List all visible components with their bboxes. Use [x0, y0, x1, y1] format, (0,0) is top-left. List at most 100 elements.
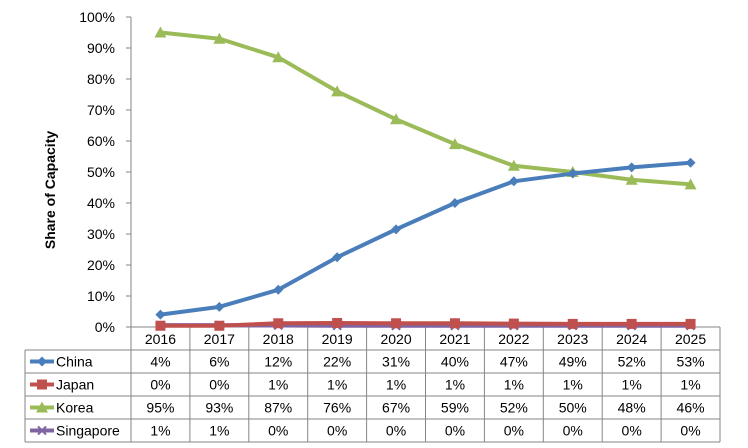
point [449, 318, 460, 329]
data-label: 49% [559, 354, 587, 370]
series-line [158, 320, 693, 328]
point [508, 318, 519, 329]
legend-label: Singapore [56, 423, 120, 439]
x-tick-label: 2019 [322, 331, 353, 347]
point [391, 318, 402, 329]
y-tick-label: 90% [87, 40, 115, 56]
table-row-japan: Japan 0% 0% 1% 1% 1% 1% 1% 1% 1% 1% [30, 377, 701, 393]
y-tick-label: 0% [95, 319, 115, 335]
point [449, 198, 460, 208]
legend-label: Japan [56, 377, 94, 393]
x-tick-label: 2017 [204, 331, 235, 347]
point [36, 401, 48, 413]
point [37, 379, 47, 390]
series-korea [154, 26, 697, 190]
y-tick-label: 100% [79, 9, 115, 25]
data-label: 53% [677, 354, 705, 370]
point [508, 176, 519, 187]
data-label: 1% [622, 377, 642, 393]
y-tick-label: 10% [87, 288, 115, 304]
point [567, 168, 578, 179]
point [214, 301, 225, 312]
point [272, 51, 285, 63]
data-label: 95% [146, 400, 174, 416]
y-axis-label: Share of Capacity [42, 131, 58, 249]
y-tick-label: 40% [87, 195, 115, 211]
legend-label: Korea [56, 400, 94, 416]
data-label: 87% [264, 400, 292, 416]
data-label: 0% [622, 423, 642, 439]
data-label: 0% [445, 423, 465, 439]
series-japan [155, 317, 696, 331]
point [332, 252, 343, 263]
data-label: 0% [680, 423, 700, 439]
data-label: 76% [323, 400, 351, 416]
series-china [155, 157, 696, 320]
x-tick-label: 2016 [145, 331, 176, 347]
data-label: 50% [559, 400, 587, 416]
point [685, 318, 696, 329]
data-label: 1% [563, 377, 583, 393]
data-label: 4% [150, 354, 170, 370]
y-tick-label: 60% [87, 133, 115, 149]
x-tick-label: 2018 [263, 331, 294, 347]
x-tick-label: 2020 [380, 331, 411, 347]
x-tick-label: 2022 [498, 331, 529, 347]
data-label: 22% [323, 354, 351, 370]
point [626, 162, 637, 173]
data-label: 6% [209, 354, 229, 370]
data-table: 2016 2017 2018 2019 2020 2021 2022 2023 2024 2025 [24, 326, 721, 443]
data-label: 93% [205, 400, 233, 416]
point [273, 284, 284, 295]
point [684, 178, 697, 190]
point [331, 85, 344, 97]
data-label: 1% [209, 423, 229, 439]
data-label: 1% [150, 423, 170, 439]
data-label: 47% [500, 354, 528, 370]
data-label: 0% [386, 423, 406, 439]
data-label: 0% [327, 423, 347, 439]
point [625, 173, 638, 185]
y-tick-label: 50% [87, 164, 115, 180]
table-row-korea: Korea 95% 93% 87% 76% 67% 59% 52% 50% 48% 46% [30, 400, 705, 416]
data-label: 67% [382, 400, 410, 416]
data-label: 31% [382, 354, 410, 370]
data-label: 12% [264, 354, 292, 370]
data-label: 1% [268, 377, 288, 393]
data-label: 0% [268, 423, 288, 439]
data-label: 52% [500, 400, 528, 416]
x-tick-label: 2021 [439, 331, 470, 347]
y-tick-label: 70% [87, 102, 115, 118]
point [37, 425, 47, 436]
table-row-china: China 4% 6% 12% 22% 31% 40% 47% 49% 52% 53% [30, 354, 705, 370]
data-label: 1% [445, 377, 465, 393]
point [213, 32, 226, 44]
y-tick-label: 80% [87, 71, 115, 87]
y-axis: 0% 10% 20% 30% 40% 50% 60% 70% 80% 90% 100% [79, 9, 132, 335]
x-tick-label: 2025 [675, 331, 706, 347]
point [155, 320, 166, 331]
point [391, 224, 402, 235]
data-label: 40% [441, 354, 469, 370]
data-label: 1% [504, 377, 524, 393]
point [214, 320, 225, 331]
y-tick-label: 20% [87, 257, 115, 273]
point [390, 113, 403, 125]
data-label: 1% [327, 377, 347, 393]
x-tick-label: 2023 [557, 331, 588, 347]
data-label: 48% [618, 400, 646, 416]
point [448, 138, 461, 150]
data-label: 0% [150, 377, 170, 393]
data-label: 46% [677, 400, 705, 416]
series-line [158, 30, 693, 187]
data-label: 59% [441, 400, 469, 416]
point [507, 159, 520, 171]
data-label: 1% [386, 377, 406, 393]
x-tick-label: 2024 [616, 331, 647, 347]
point [155, 309, 166, 320]
y-tick-label: 30% [87, 226, 115, 242]
data-label: 0% [563, 423, 583, 439]
legend-label: China [56, 354, 93, 370]
